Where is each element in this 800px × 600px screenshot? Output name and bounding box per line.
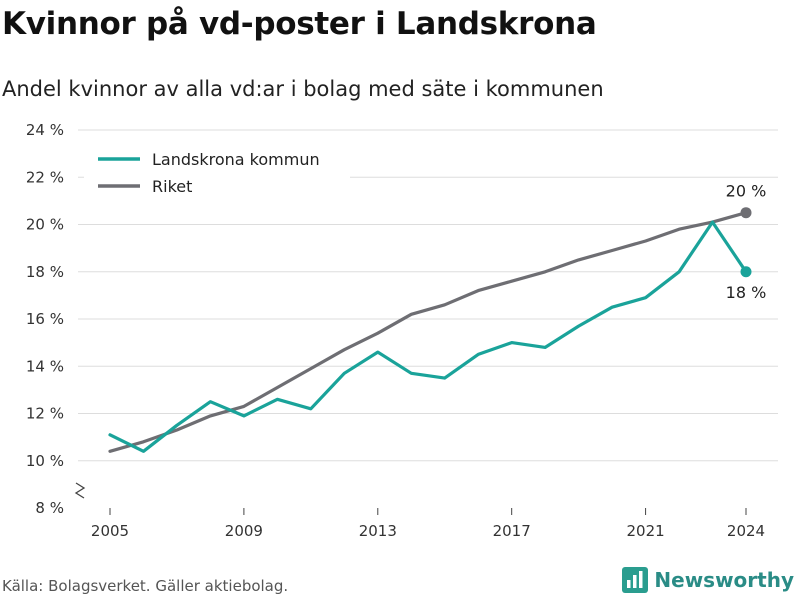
- line-chart: 8 % 10 % 12 % 14 % 16 % 18 % 20 % 22 % 24 % 2005…: [26, 121, 778, 540]
- series-lines: [108, 207, 752, 453]
- x-axis-ticks: 2005 2009 2013 2017 2021 2024: [91, 508, 765, 540]
- source-note: Källa: Bolagsverket. Gäller aktiebolag.: [2, 577, 289, 595]
- legend: Landskrona kommun Riket: [84, 146, 350, 202]
- x-tick-label: 2021: [626, 522, 664, 540]
- series-line-riket: [108, 211, 748, 453]
- y-tick-label: 12 %: [26, 405, 64, 423]
- x-tick-label: 2009: [225, 522, 263, 540]
- legend-label: Landskrona kommun: [152, 150, 320, 169]
- series-line-landskrona: [108, 220, 748, 453]
- end-point-landskrona: [740, 266, 752, 278]
- y-tick-label: 8 %: [35, 499, 64, 517]
- brand-name: Newsworthy: [654, 568, 794, 592]
- y-tick-label: 14 %: [26, 357, 64, 375]
- x-tick-label: 2017: [493, 522, 531, 540]
- axis-break-icon: [74, 482, 86, 499]
- end-labels: 20 % 18 %: [726, 182, 767, 302]
- bar-chart-logo-icon: [622, 567, 649, 593]
- y-tick-label: 10 %: [26, 452, 64, 470]
- chart-subtitle: Andel kvinnor av alla vd:ar i bolag med …: [2, 77, 604, 101]
- end-label-riket: 20 %: [726, 182, 767, 201]
- legend-background: [84, 146, 350, 202]
- grid-lines: [78, 129, 778, 462]
- x-tick-label: 2005: [91, 522, 129, 540]
- y-tick-label: 18 %: [26, 263, 64, 281]
- chart-title: Kvinnor på vd-poster i Landskrona: [2, 6, 597, 42]
- y-tick-label: 20 %: [26, 216, 64, 234]
- axis-break-zigzag: [74, 482, 86, 499]
- y-axis-ticks: 8 % 10 % 12 % 14 % 16 % 18 % 20 % 22 % 24 %: [26, 121, 64, 517]
- legend-label: Riket: [152, 177, 192, 196]
- y-tick-label: 24 %: [26, 121, 64, 139]
- end-point-riket: [740, 207, 752, 219]
- end-label-landskrona: 18 %: [726, 283, 767, 302]
- y-tick-label: 16 %: [26, 310, 64, 328]
- x-tick-label: 2024: [727, 522, 765, 540]
- y-tick-label: 22 %: [26, 168, 64, 186]
- brand-logo: Newsworthy: [622, 567, 794, 593]
- x-tick-label: 2013: [359, 522, 397, 540]
